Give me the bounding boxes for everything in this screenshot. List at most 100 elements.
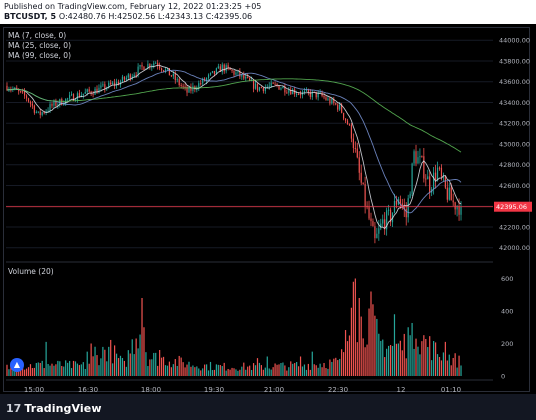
volume-bar [393,314,396,376]
volume-bar [151,359,153,376]
candle-up [45,111,47,113]
candle-down [399,199,401,204]
candle-down [229,67,231,71]
candle-down [342,112,345,119]
candle-down [454,202,456,210]
candle-down [429,176,431,193]
candle-down [88,89,90,92]
volume-bar [80,364,82,376]
candle-down [123,76,126,80]
volume-bar [313,364,315,376]
price-tick-label: 42000.00 [499,244,530,252]
candle-up [121,76,124,82]
volume-bar [243,362,245,376]
candle-up [82,93,84,96]
candle-up [108,82,110,88]
volume-bar [431,360,433,376]
volume-bar [317,367,319,376]
candle-up [258,87,261,91]
legend-ma99[interactable]: MA (99, close, 0) [8,51,72,60]
volume-bar [112,363,114,376]
candle-up [84,91,86,94]
candle-down [341,104,343,113]
volume-bar [405,358,407,376]
volume-bar [12,367,14,376]
volume-bar [67,362,69,376]
candle-up [205,78,208,81]
candle-down [374,226,376,239]
candle-down [29,101,32,104]
volume-bar [22,366,24,376]
price-tick-label: 43800.00 [499,57,530,65]
volume-bar [37,362,39,376]
volume-bar [233,368,235,376]
candle-down [39,111,41,115]
volume-legend[interactable]: Volume (20) [8,267,54,276]
legend-ma25[interactable]: MA (25, close, 0) [8,41,72,50]
volume-bar [143,327,145,376]
volume-bar [90,343,92,376]
volume-bar [341,349,343,376]
candle-up [41,112,43,115]
chart-area[interactable] [0,24,536,394]
volume-bar [280,362,282,376]
volume-bar [149,359,151,376]
volume-bar [307,363,309,376]
volume-bar [301,366,304,376]
candle-up [53,100,55,106]
candle-down [370,218,372,222]
volume-bar [209,361,212,376]
candle-up [198,83,200,89]
published-timestamp: Published on TradingView.com, February 1… [4,2,262,11]
volume-bar [274,363,276,376]
candle-down [20,91,22,93]
volume-bar [78,365,80,376]
candle-down [440,167,443,177]
volume-bar [325,368,327,376]
volume-bar [384,357,386,376]
candle-up [460,206,462,215]
candle-up [68,95,71,99]
candle-up [139,64,141,67]
volume-bar [49,365,51,376]
volume-bar [386,348,388,376]
candle-down [344,118,347,121]
candle-down [450,187,452,201]
symbol-label: BTCUSDT, 5 [4,12,57,21]
candle-up [217,66,219,69]
volume-bar [456,367,458,376]
candle-down [104,84,106,90]
volume-bar [82,362,84,376]
price-tick-label: 44000.00 [499,37,530,45]
volume-bar [135,338,137,376]
candle-up [37,111,39,113]
candle-up [376,233,378,239]
candle-up [153,63,155,66]
volume-bar [155,352,157,376]
volume-bar [427,347,429,376]
volume-bar [31,368,34,376]
last-price-badge [494,201,532,212]
legend-ma7[interactable]: MA (7, close, 0) [8,31,67,40]
candle-up [409,193,411,199]
volume-bar [198,368,200,376]
volume-bar [219,365,221,376]
volume-bar [358,298,360,376]
volume-bar [372,304,374,376]
candle-up [317,92,319,98]
volume-bar [117,358,120,376]
candle-up [166,68,169,70]
candle-down [233,70,235,75]
volume-bar [133,354,135,376]
volume-bar [119,355,122,376]
price-tick-label: 42200.00 [499,223,530,231]
tradingview-logo[interactable]: 17 TradingView [6,400,102,416]
candle-up [417,157,419,164]
candle-down [16,87,18,90]
candle-down [227,65,229,68]
candle-down [372,221,374,227]
publish-header: Published on TradingView.com, February 1… [0,0,536,24]
candle-up [319,92,321,94]
volume-bar [211,370,214,376]
